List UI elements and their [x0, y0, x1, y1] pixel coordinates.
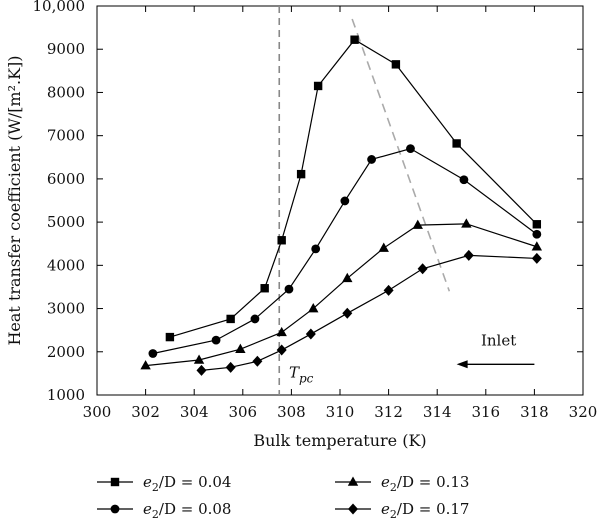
data-point [391, 60, 401, 69]
legend-item-1: e2/D = 0.04 [97, 473, 231, 494]
y-tick-label: 1000 [47, 386, 85, 404]
y-tick-label: 4000 [47, 256, 85, 274]
y-tick-label: 8000 [47, 83, 85, 101]
tpc-label: Tpc [289, 364, 314, 386]
inlet-label: Inlet [481, 331, 516, 349]
legend-item-3: e2/D = 0.13 [335, 473, 469, 494]
data-point [284, 284, 294, 294]
data-point [367, 155, 376, 164]
legend-label: e2/D = 0.04 [143, 473, 231, 494]
data-point [148, 349, 158, 358]
x-tick-label: 300 [83, 403, 112, 421]
data-point [165, 332, 175, 342]
legend-marker [110, 477, 120, 487]
series-1 [165, 35, 542, 342]
data-point [276, 326, 287, 337]
x-tick-label: 316 [471, 403, 500, 421]
x-tick-label: 320 [569, 403, 598, 421]
x-tick-label: 318 [520, 403, 549, 421]
inlet-arrow-head [456, 360, 468, 369]
axis-ticks: 300 302 304 306 308 310 312 314 316 318 320 1000 200… [33, 0, 598, 421]
legend-label: e2/D = 0.17 [381, 500, 469, 520]
x-tick-label: 312 [374, 403, 403, 421]
data-point [277, 236, 286, 245]
y-tick-label: 7000 [47, 127, 85, 145]
peak-trend-line [351, 18, 451, 292]
data-point [305, 328, 316, 340]
series-line [201, 254, 537, 371]
y-axis-title: Heat transfer coefficient (W/[m².K]) [5, 55, 24, 345]
data-point [406, 144, 415, 154]
data-point [260, 284, 269, 293]
data-point [313, 81, 323, 91]
legend-item-4: e2/D = 0.17 [335, 500, 469, 520]
y-tick-label: 5000 [47, 213, 85, 231]
data-point [350, 35, 359, 44]
data-point [140, 360, 151, 370]
data-point [461, 218, 472, 228]
series-line [169, 38, 538, 338]
series-3 [140, 218, 543, 370]
legend: e2/D = 0.04 e2/D = 0.08 e2/D = 0.13 e2/D = … [97, 473, 469, 520]
data-point [417, 263, 428, 275]
data-point [211, 335, 221, 345]
series-4 [196, 249, 542, 376]
legend-marker [347, 476, 359, 486]
data-point [196, 364, 207, 376]
legend-marker [110, 504, 120, 514]
data-point [225, 361, 236, 373]
data-point [342, 272, 353, 283]
data-point [340, 196, 350, 206]
legend-item-2: e2/D = 0.08 [97, 500, 231, 520]
y-tick-label: 9000 [47, 40, 85, 58]
data-point [311, 244, 321, 254]
series-line [152, 147, 538, 355]
data-point [342, 307, 353, 319]
legend-marker [348, 503, 358, 515]
legend-label: e2/D = 0.08 [143, 500, 231, 520]
data-point [250, 314, 260, 324]
data-point [531, 252, 542, 264]
plot-area: Tpc Inlet [96, 5, 584, 396]
data-point [412, 219, 423, 229]
series-2 [148, 144, 542, 358]
x-tick-label: 302 [131, 403, 160, 421]
data-point [383, 284, 394, 296]
x-tick-label: 308 [277, 403, 306, 421]
data-point [235, 343, 246, 353]
data-point [532, 229, 542, 239]
series-line [145, 223, 538, 367]
data-point [276, 344, 287, 356]
data-point [452, 139, 461, 148]
y-tick-label: 10,000 [33, 0, 86, 15]
data-point [193, 354, 205, 364]
data-point [378, 242, 389, 252]
y-tick-label: 6000 [47, 170, 85, 188]
x-tick-label: 306 [228, 403, 257, 421]
data-point [252, 355, 263, 367]
y-tick-label: 2000 [47, 343, 85, 361]
data-point [532, 220, 542, 229]
x-axis-title: Bulk temperature (K) [253, 431, 426, 450]
data-point [226, 314, 235, 324]
data-point [296, 169, 306, 179]
data-point [531, 241, 543, 251]
x-tick-label: 304 [180, 403, 209, 421]
x-tick-label: 314 [423, 403, 452, 421]
data-point [459, 175, 469, 185]
x-tick-label: 310 [326, 403, 355, 421]
data-point [463, 249, 474, 261]
data-point [308, 303, 319, 313]
y-tick-label: 3000 [47, 300, 85, 318]
legend-label: e2/D = 0.13 [381, 473, 469, 494]
